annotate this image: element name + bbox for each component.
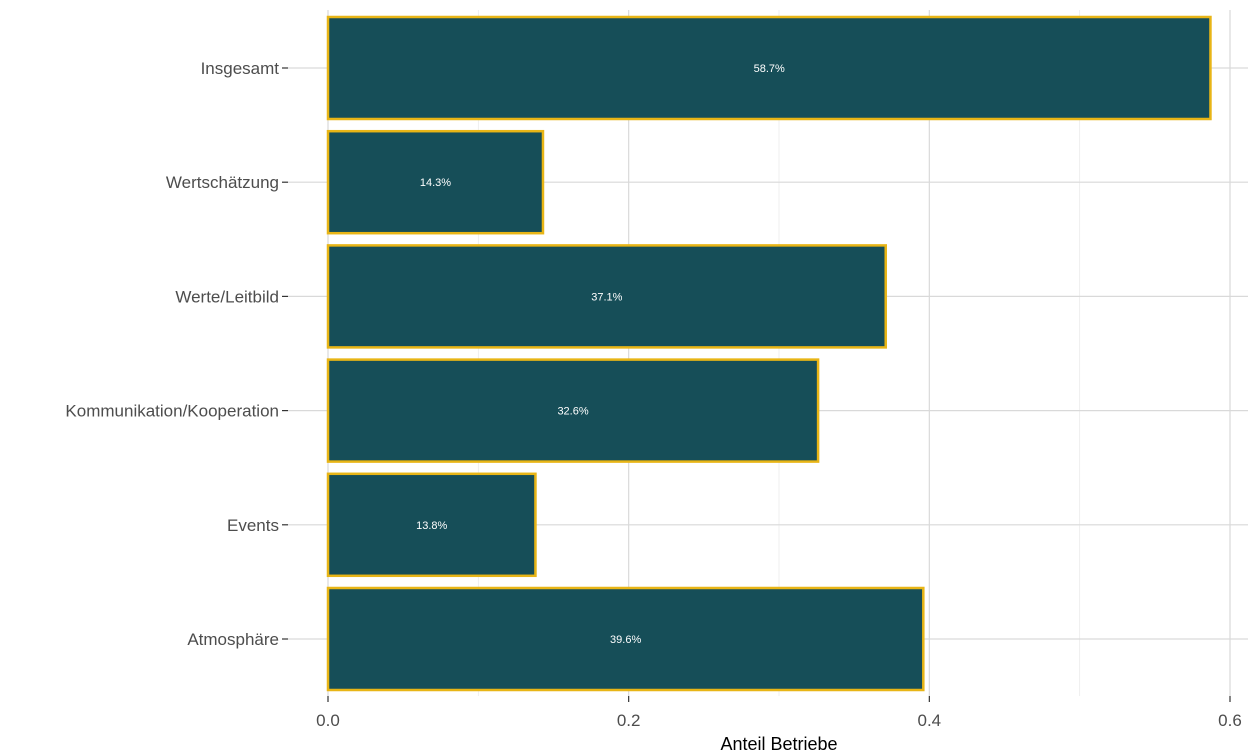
bar-data-label: 58.7% [754, 63, 785, 75]
data-label-layer: 58.7% 14.3% 37.1% 32.6% 13.8% 39.6% [416, 63, 785, 646]
category-label: Events [227, 516, 279, 535]
category-label: Atmosphäre [187, 630, 279, 649]
category-label: Werte/Leitbild [175, 287, 279, 306]
x-tick-label: 0.4 [918, 711, 942, 730]
bar [326, 129, 545, 235]
bar-data-label: 14.3% [420, 177, 451, 189]
bar-data-label: 37.1% [591, 291, 622, 303]
x-tick-label: 0.0 [316, 711, 340, 730]
bar [326, 472, 537, 578]
x-tick-label: 0.6 [1218, 711, 1242, 730]
bar-data-label: 32.6% [557, 406, 588, 418]
category-label: Wertschätzung [166, 173, 279, 192]
bar-data-label: 39.6% [610, 634, 641, 646]
bar [326, 244, 887, 349]
bar-data-label: 13.8% [416, 520, 447, 532]
x-axis-title: Anteil Betriebe [720, 734, 837, 754]
category-label: Insgesamt [201, 59, 280, 78]
bar-layer [326, 15, 1212, 692]
x-tick-label: 0.2 [617, 711, 641, 730]
bar [326, 15, 1212, 121]
bar [326, 586, 925, 692]
x-axis: 0.0 0.2 0.4 0.6 [316, 696, 1242, 730]
y-axis: Insgesamt Wertschätzung Werte/Leitbild Komm… [65, 59, 288, 649]
category-label: Kommunikation/Kooperation [65, 402, 279, 421]
bar [326, 358, 820, 463]
